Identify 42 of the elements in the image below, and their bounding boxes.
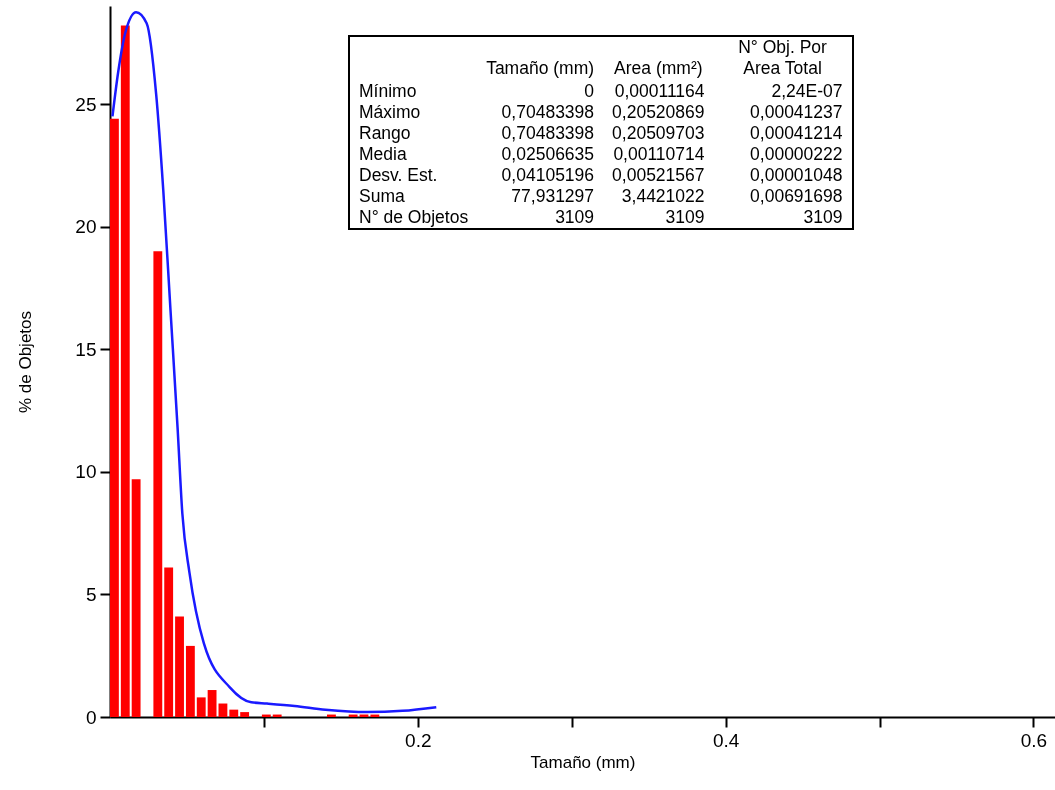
annotation: 0,00041214 [749, 123, 844, 144]
annotation: 77,931297 [510, 186, 596, 207]
annotation: 0,04105196 [500, 165, 596, 186]
annotation: Tamaño (mm) [485, 57, 596, 80]
annotation: 3109 [554, 207, 596, 229]
annotation: Rango [358, 123, 412, 144]
annotation: Area (mm²) [613, 57, 704, 80]
annotation: 3109 [664, 207, 706, 229]
annotation: 0,02506635 [500, 144, 596, 165]
x-tick-label: 0.6 [1020, 729, 1048, 751]
annotation: 2,24E-07 [770, 81, 844, 102]
annotation: Mínimo [358, 81, 418, 102]
annotation: 0,00001048 [749, 165, 844, 186]
annotation: 0,00691698 [749, 186, 844, 207]
x-axis-title: Tamaño (mm) [530, 752, 636, 772]
annotation: 0,00041237 [749, 102, 844, 123]
y-tick-label: 5 [85, 583, 97, 605]
y-tick-label: 0 [85, 706, 97, 728]
y-tick-label: 20 [75, 216, 97, 238]
annotation: 0,20509703 [611, 123, 706, 144]
annotation: 0,00521567 [611, 165, 706, 186]
annotation: 0,00011164 [613, 81, 706, 102]
annotation: Desv. Est. [358, 165, 439, 186]
annotation: 3,4421022 [620, 186, 706, 207]
annotation: N° de Objetos [358, 207, 470, 229]
annotation: Máximo [358, 102, 422, 123]
y-tick-label: 15 [75, 338, 97, 360]
annotation: Media [358, 144, 408, 165]
annotation: 0,00110714 [612, 144, 706, 165]
annotation: 0 [583, 81, 596, 102]
x-tick-label: 0.2 [405, 729, 432, 751]
y-tick-label: 25 [75, 93, 97, 115]
x-tick-label: 0.4 [712, 729, 740, 751]
y-tick-label: 10 [75, 461, 97, 483]
y-axis-title: % de Objetos [16, 310, 36, 414]
annotation: Suma [358, 186, 406, 207]
annotation: 0,20520869 [611, 102, 706, 123]
annotation: 0,70483398 [500, 102, 596, 123]
annotation: 3109 [802, 207, 844, 229]
annotation: 0,00000222 [749, 144, 844, 165]
annotation: 0,70483398 [500, 123, 596, 144]
annotation: N° Obj. Por Area Total [737, 36, 828, 80]
